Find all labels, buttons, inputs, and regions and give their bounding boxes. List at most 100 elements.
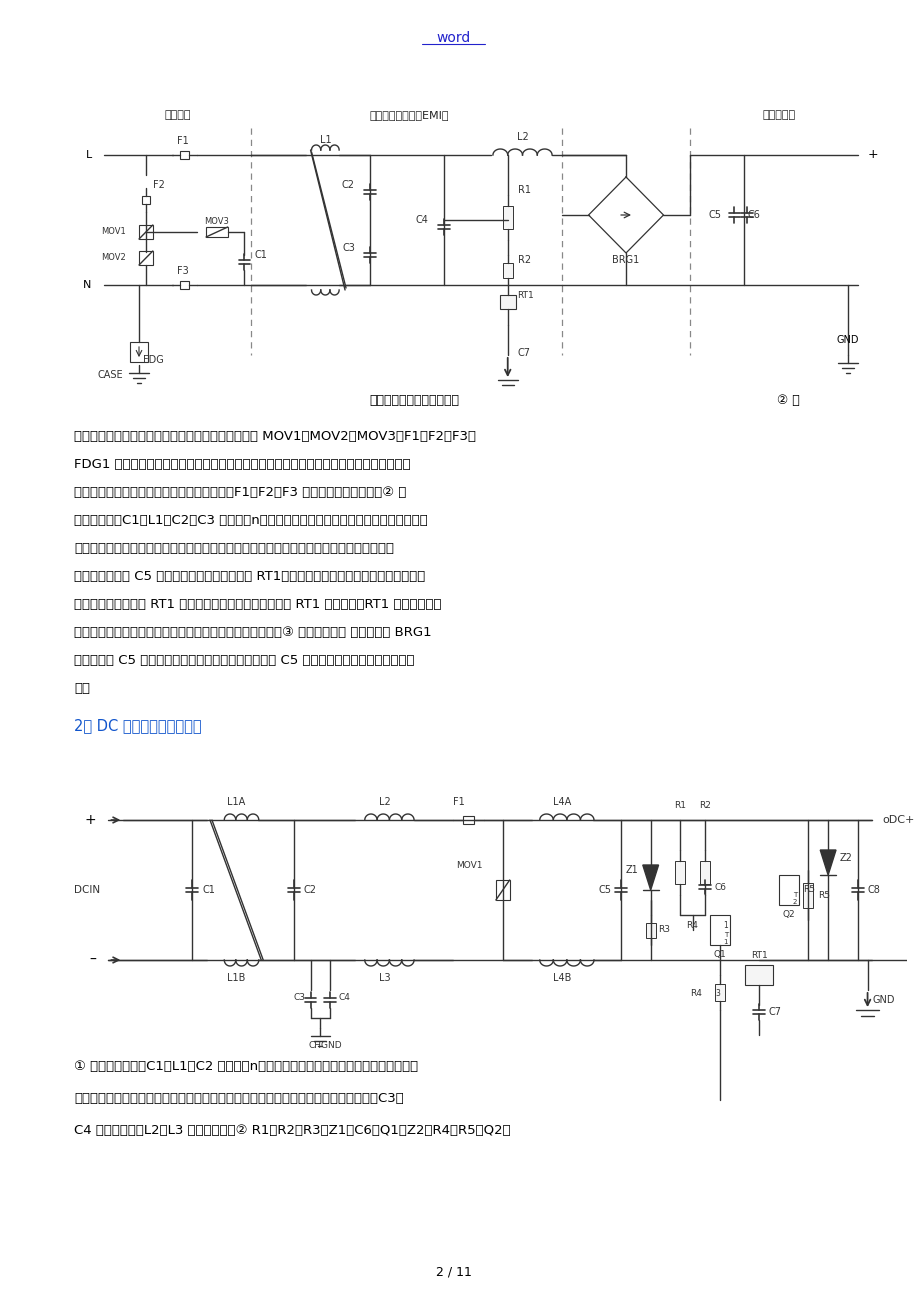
Bar [499, 296, 515, 309]
Bar [139, 225, 153, 240]
Text: F1: F1 [452, 797, 464, 807]
Text: R1: R1 [674, 802, 686, 811]
Text: C6: C6 [714, 883, 726, 892]
Bar [778, 875, 798, 905]
Text: C4: C4 [338, 993, 349, 1003]
Text: ① 输入滤波电路：C1、L1、C2 组成的双n型滤波网络主要是对输入电源的电磁噪声与杂: ① 输入滤波电路：C1、L1、C2 组成的双n型滤波网络主要是对输入电源的电磁噪… [74, 1060, 417, 1073]
Text: 输入滤波、整流回路原理图: 输入滤波、整流回路原理图 [369, 393, 459, 406]
Text: 整流后，经 C5 滤波后得到较为纯净的直流电压。假设 C5 容量变小，输出的交流纹波将增: 整流后，经 C5 滤波后得到较为纯净的直流电压。假设 C5 容量变小，输出的交流… [74, 654, 414, 667]
Text: 2: 2 [792, 898, 796, 905]
Polygon shape [820, 850, 835, 875]
Text: R3: R3 [658, 926, 670, 935]
Text: 元件），这时它消耗的能量非常小，后级电路可正常工作。③ 整流滤波电路 交流电压经 BRG1: 元件），这时它消耗的能量非常小，后级电路可正常工作。③ 整流滤波电路 交流电压经… [74, 626, 431, 639]
Text: C2: C2 [342, 180, 355, 190]
Text: Z2: Z2 [839, 853, 852, 863]
Text: FDG: FDG [142, 355, 164, 365]
Text: GND: GND [835, 335, 858, 345]
Text: C5: C5 [708, 210, 720, 220]
Text: L4A: L4A [552, 797, 571, 807]
Text: L4B: L4B [552, 973, 571, 983]
Text: 防雷单元: 防雷单元 [164, 109, 190, 120]
Bar [462, 816, 473, 824]
Text: R1: R1 [517, 185, 530, 195]
Text: MOV3: MOV3 [204, 217, 229, 227]
Text: +: + [85, 812, 96, 827]
Text: R5: R5 [817, 891, 829, 900]
Text: ② 防: ② 防 [777, 393, 800, 406]
Text: DCIN: DCIN [74, 885, 100, 894]
Text: 2、 DC 输入滤波电路原理：: 2、 DC 输入滤波电路原理： [74, 719, 201, 733]
Text: C1: C1 [202, 885, 215, 894]
Text: 电磁干扰滤波器（EMI）: 电磁干扰滤波器（EMI） [369, 109, 448, 120]
Bar [744, 965, 772, 986]
Text: L: L [85, 150, 92, 160]
Text: F2: F2 [153, 180, 165, 190]
Text: R5: R5 [802, 885, 814, 894]
Bar [206, 227, 228, 237]
Bar [139, 251, 153, 266]
Text: 因瞬时能量全消耗在 RT1 电阙上，一定时间后温度升高后 RT1 阻值减小（RT1 是负温度系数: 因瞬时能量全消耗在 RT1 电阙上，一定时间后温度升高后 RT1 阻值减小（RT… [74, 598, 441, 611]
Text: F3: F3 [176, 266, 188, 276]
Text: T: T [723, 932, 727, 937]
Bar [180, 151, 188, 159]
Text: C7: C7 [517, 348, 530, 358]
Text: C4: C4 [415, 215, 428, 225]
Text: L1A: L1A [227, 797, 245, 807]
Text: 开启瞬间，要对 C5 充电，由于瞬间电流大，加 RT1（热敏电阙）就能有效的防止浌涌电流。: 开启瞬间，要对 C5 充电，由于瞬间电流大，加 RT1（热敏电阙）就能有效的防止… [74, 570, 425, 583]
Text: CASE: CASE [97, 370, 123, 380]
Bar [699, 861, 709, 884]
Bar [130, 342, 148, 362]
Text: 雷电路：当有雷击，产生高压经电网导入电源时，由 MOV1、MOV2、MOV3；F1、F2、F3、: 雷电路：当有雷击，产生高压经电网导入电源时，由 MOV1、MOV2、MOV3；F… [74, 430, 475, 443]
Text: –: – [90, 953, 96, 967]
Text: T: T [792, 892, 796, 898]
Text: word: word [436, 31, 471, 46]
Text: 1: 1 [723, 921, 728, 930]
Text: C7: C7 [768, 1006, 781, 1017]
Polygon shape [642, 865, 658, 891]
Text: L2: L2 [516, 132, 528, 142]
Text: CHGND: CHGND [308, 1042, 342, 1051]
Text: 入滤波电路：C1、L1、C2、C3 组成的双n型滤波网络主要是对输入电源的电磁噪声与杂波: 入滤波电路：C1、L1、C2、C3 组成的双n型滤波网络主要是对输入电源的电磁噪… [74, 514, 427, 527]
Bar [495, 880, 509, 900]
Text: C8: C8 [867, 885, 879, 894]
Text: C5: C5 [597, 885, 610, 894]
Text: 整流、滤波: 整流、滤波 [762, 109, 795, 120]
Text: 1: 1 [723, 939, 727, 945]
Text: RT1: RT1 [750, 950, 766, 960]
Text: 大。: 大。 [74, 682, 90, 695]
Bar [503, 206, 512, 229]
Text: BRG1: BRG1 [612, 255, 639, 266]
Text: GND: GND [871, 995, 894, 1005]
Text: 信号进展抑制，防止对电源干扰，同时也防止电源本身产生的高频杂波对电网干扰。当电源: 信号进展抑制，防止对电源干扰，同时也防止电源本身产生的高频杂波对电网干扰。当电源 [74, 542, 393, 555]
Text: MOV2: MOV2 [101, 254, 126, 263]
Text: C3: C3 [342, 243, 355, 253]
Text: 波信号进展抑制，防止对电源干扰，同时也防止电源本身产生的高频杂波对电网干扰。C3、: 波信号进展抑制，防止对电源干扰，同时也防止电源本身产生的高频杂波对电网干扰。C3… [74, 1092, 403, 1105]
Text: Q1: Q1 [712, 950, 725, 960]
Text: oDC+: oDC+ [881, 815, 913, 825]
Text: L2: L2 [379, 797, 390, 807]
Bar [709, 915, 729, 945]
Text: MOV1: MOV1 [101, 228, 126, 237]
Text: R2: R2 [698, 802, 710, 811]
Bar [802, 883, 812, 907]
Text: 使高能量消耗在压敏电阙上，假设电流过大，F1、F2、F3 会烧毁保护后级电路。② 输: 使高能量消耗在压敏电阙上，假设电流过大，F1、F2、F3 会烧毁保护后级电路。②… [74, 486, 406, 499]
Text: R4: R4 [686, 921, 698, 930]
Text: L1B: L1B [227, 973, 245, 983]
Bar [714, 984, 724, 1001]
Text: C2: C2 [303, 885, 316, 894]
Text: L1: L1 [319, 135, 331, 145]
Bar [142, 197, 150, 204]
Text: R2: R2 [517, 255, 530, 266]
Text: Z1: Z1 [626, 865, 638, 875]
Text: +: + [867, 148, 878, 161]
Text: R4: R4 [689, 988, 701, 997]
Text: C4 为安规电容，L2、L3 为差模电感。② R1、R2、R3、Z1、C6、Q1、Z2、R4、R5、Q2、: C4 为安规电容，L2、L3 为差模电感。② R1、R2、R3、Z1、C6、Q1… [74, 1124, 510, 1137]
Text: C1: C1 [254, 250, 267, 260]
Text: L3: L3 [379, 973, 390, 983]
Text: RT1: RT1 [517, 290, 534, 299]
Text: 2 / 11: 2 / 11 [435, 1266, 471, 1279]
Text: MOV1: MOV1 [456, 861, 482, 870]
Bar [503, 263, 512, 277]
Text: F1: F1 [176, 135, 188, 146]
Text: N: N [84, 280, 92, 290]
